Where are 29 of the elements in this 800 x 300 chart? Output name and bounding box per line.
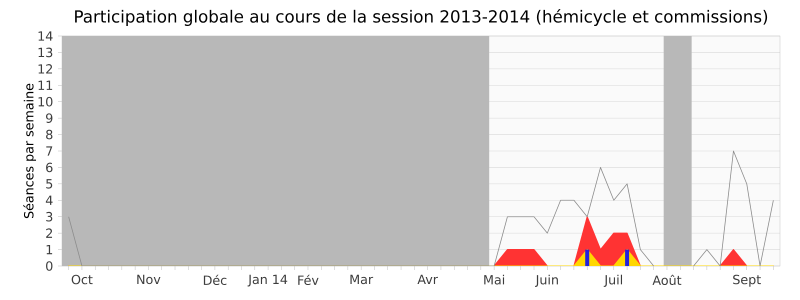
x-tick-label: Juil	[604, 274, 622, 287]
x-tick-label: Jan 14	[248, 274, 288, 286]
y-tick-label: 8	[46, 130, 52, 140]
y-tick-label: 7	[46, 146, 52, 156]
x-tick-label: Mai	[484, 274, 504, 285]
chart-title: Participation globale au cours de la session 2013-2014 (hémicycle et commissions)	[75, 9, 768, 26]
y-tick-label: 14	[38, 31, 53, 41]
y-axis-title: Séances par semaine	[23, 84, 36, 218]
y-tick-label: 11	[38, 80, 52, 90]
y-tick-label: 0	[46, 261, 52, 271]
y-tick-label: 10	[38, 96, 52, 107]
x-tick-label: Déc	[204, 274, 226, 286]
x-tick-label: Août	[652, 274, 682, 286]
x-tick-label: Nov	[137, 274, 160, 284]
y-tick-label: 1	[46, 244, 52, 254]
y-tick-label: 2	[46, 228, 52, 238]
y-tick-label: 4	[46, 196, 53, 205]
y-tick-label: 13	[38, 48, 52, 58]
x-tick-label: Mar	[350, 274, 374, 284]
y-tick-label: 3	[46, 212, 52, 222]
x-tick-label: Sept	[733, 274, 761, 287]
y-tick-label: 5	[46, 179, 52, 189]
y-tick-label: 6	[46, 162, 52, 172]
x-tick-label: Oct	[72, 274, 93, 284]
x-tick-label: Fév	[298, 274, 319, 286]
x-tick-label: Juin	[535, 274, 558, 287]
x-tick-label: Avr	[417, 274, 438, 284]
y-tick-label: 12	[38, 64, 52, 74]
y-tick-label: 9	[46, 113, 52, 123]
